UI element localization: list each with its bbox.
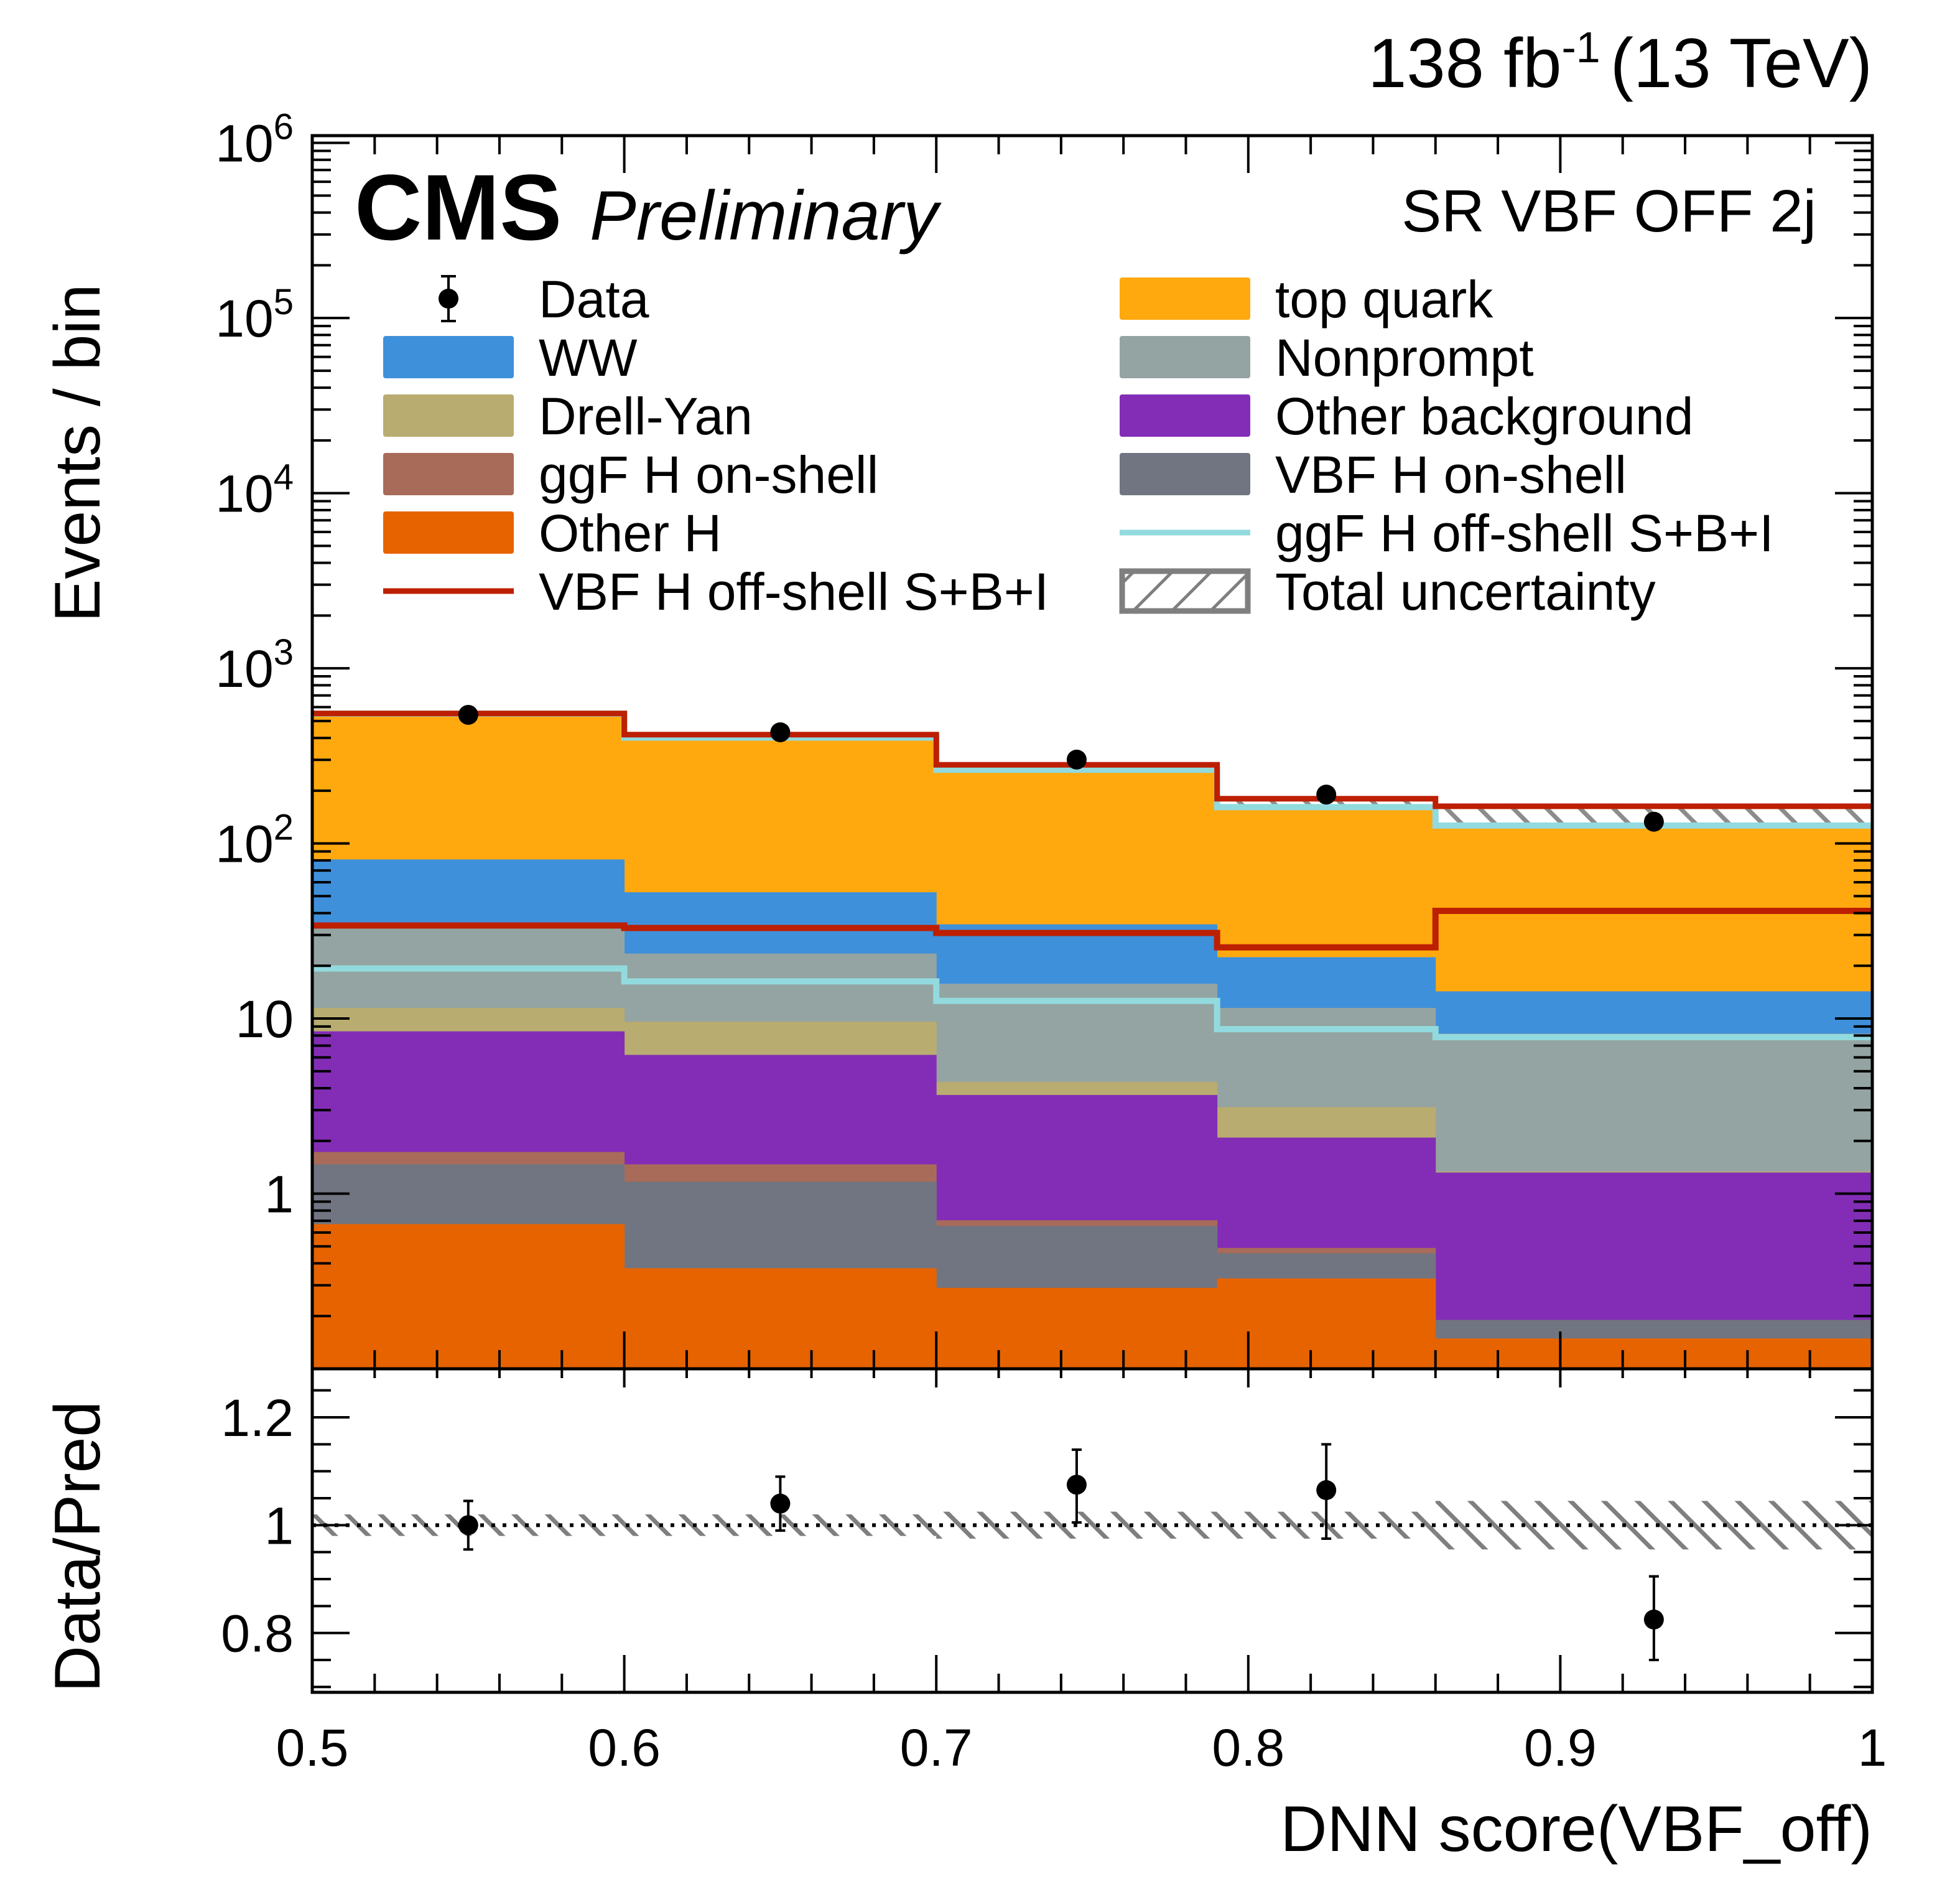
- ratio-point: [1643, 1610, 1664, 1629]
- x-tick-label: 1: [1858, 1718, 1887, 1777]
- y-tick-label: 106: [215, 107, 294, 173]
- legend-swatch: [1120, 336, 1250, 378]
- legend-label: VBF H off-shell S+B+I: [539, 562, 1049, 621]
- legend-label: VBF H on-shell: [1275, 445, 1627, 504]
- data-points: [458, 704, 1664, 832]
- preliminary-label: Preliminary: [590, 177, 942, 254]
- legend-item-ggf-on: ggF H on-shell: [383, 445, 878, 504]
- stack-bar-other-h: [1217, 1278, 1436, 1369]
- legend-item-ggf-sbi: ggF H off-shell S+B+I: [1120, 504, 1774, 562]
- y-tick-label: 104: [215, 457, 294, 523]
- ggf-sbi-line: [312, 965, 1872, 1040]
- x-axis-title: DNN score(VBF_off): [1280, 1793, 1872, 1865]
- legend-item-data: Data: [439, 270, 649, 329]
- ratio-uncertainty-bin: [1435, 1501, 1872, 1550]
- legend-swatch: [1120, 453, 1250, 495]
- stack-bar-other-h: [312, 1224, 625, 1369]
- ratio-y-tick-label: 1: [264, 1496, 294, 1555]
- legend-swatch: [383, 394, 514, 437]
- y-tick-label: 10: [236, 990, 294, 1048]
- legend-swatch: [1120, 394, 1250, 437]
- data-point: [458, 704, 478, 725]
- x-tick-label: 0.6: [588, 1718, 661, 1777]
- legend-swatch: [383, 511, 514, 554]
- legend-label: ggF H off-shell S+B+I: [1275, 504, 1774, 562]
- ratio-uncertainty-band: [312, 1501, 1872, 1550]
- vbf-sbi-line: [312, 907, 1872, 951]
- legend-item-vbf-on: VBF H on-shell: [1120, 445, 1627, 504]
- ratio-y-axis-title: Data/Pred: [42, 1401, 114, 1692]
- legend-swatch: [383, 336, 514, 378]
- x-tick-label: 0.5: [276, 1718, 349, 1777]
- y-tick-label: 103: [215, 632, 294, 698]
- legend-label: Nonprompt: [1275, 329, 1534, 387]
- legend-item-unc: Total uncertainty: [1119, 562, 1656, 621]
- legend-label: Data: [539, 270, 649, 329]
- data-point: [770, 722, 791, 742]
- ratio-axes: 0.8 1 1.2 0.5 0.6 0.7 0.8 0.9 1: [221, 1367, 1887, 1777]
- ratio-point: [770, 1493, 791, 1514]
- stack-bar-other-h: [936, 1287, 1218, 1369]
- legend-label: ggF H on-shell: [539, 445, 878, 504]
- ratio-y-tick-label: 1.2: [221, 1389, 294, 1447]
- legend-item-other-h: Other H: [383, 504, 722, 562]
- ratio-frame: [310, 1367, 1874, 1694]
- x-tick-label: 0.8: [1212, 1718, 1284, 1777]
- data-point: [1066, 749, 1087, 770]
- legend-label: Other background: [1275, 387, 1693, 445]
- region-label: SR VBF OFF 2j: [1401, 178, 1816, 245]
- legend-swatch: [383, 453, 514, 495]
- x-tick-label: 0.7: [900, 1718, 973, 1777]
- legend-hatch: [1119, 568, 1251, 614]
- ratio-y-tick-label: 0.8: [221, 1605, 294, 1663]
- legend-label: Total uncertainty: [1275, 562, 1656, 621]
- legend-item-other-bkg: Other background: [1120, 387, 1693, 445]
- x-tick-label: 0.9: [1524, 1718, 1597, 1777]
- legend-label: top quark: [1275, 270, 1493, 329]
- y-tick-label: 105: [215, 282, 294, 348]
- lumi-label: 138 fb-1 (13 TeV): [1368, 23, 1872, 102]
- data-point: [1316, 785, 1337, 805]
- ratio-point: [458, 1515, 478, 1536]
- legend-item-ww: WW: [383, 329, 638, 387]
- cms-label: CMS: [355, 155, 562, 259]
- y-tick-label: 102: [215, 808, 294, 874]
- y-axis-title: Events / bin: [42, 284, 114, 622]
- y-tick-label: 1: [264, 1165, 294, 1224]
- legend-label: Drell-Yan: [539, 387, 753, 445]
- ratio-point: [1316, 1480, 1337, 1500]
- legend-item-top: top quark: [1120, 270, 1493, 329]
- stack-bar-other-h: [1435, 1338, 1872, 1369]
- legend-label: Other H: [539, 504, 722, 562]
- legend-swatch: [1120, 277, 1250, 320]
- legend-label: WW: [539, 329, 638, 387]
- ratio-point: [1066, 1475, 1087, 1495]
- legend-item-dy: Drell-Yan: [383, 387, 753, 445]
- legend-marker: [439, 289, 458, 309]
- legend-item-nonprompt: Nonprompt: [1120, 329, 1534, 387]
- data-point: [1643, 811, 1664, 832]
- legend-item-vbf-sbi: VBF H off-shell S+B+I: [383, 562, 1049, 621]
- ratio-points: [458, 1443, 1664, 1661]
- stack-histogram: [312, 711, 1872, 1369]
- stack-bar-other-h: [624, 1268, 937, 1369]
